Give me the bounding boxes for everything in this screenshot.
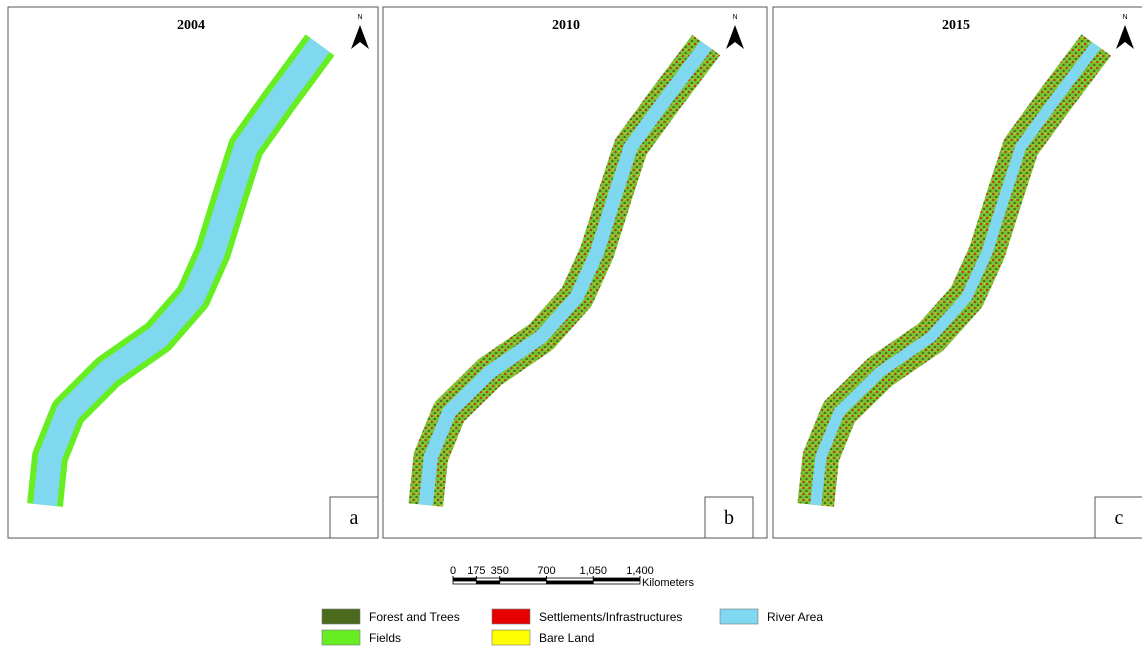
scale-tick-label: 175 <box>467 565 485 577</box>
scale-segment <box>476 581 499 584</box>
panel-year: 2015 <box>942 18 970 33</box>
north-label: N <box>732 14 737 21</box>
map-panel: 2004 Na <box>8 7 378 538</box>
scale-tick-label: 1,050 <box>579 565 607 577</box>
panel-label: c <box>1115 507 1124 529</box>
legend-swatch <box>720 609 758 624</box>
scale-segment <box>500 578 547 581</box>
legend-swatch <box>322 630 360 645</box>
scale-segment <box>593 581 640 584</box>
scale-segment <box>500 581 547 584</box>
panel-year: 2010 <box>552 18 580 33</box>
scale-tick-label: 0 <box>450 565 456 577</box>
scale-segment <box>476 578 499 581</box>
figure: 2004 Na 2010 Nb 2015 Nc 0 175 350 700 1,050 1,400Ki… <box>0 0 1142 651</box>
legend-label: Settlements/Infrastructures <box>539 610 682 624</box>
scale-segment <box>547 581 594 584</box>
scale-unit: Kilometers <box>642 577 694 589</box>
scale-segment <box>547 578 594 581</box>
legend-label: Fields <box>369 631 401 645</box>
scale-segment <box>593 578 640 581</box>
scale-segment <box>453 578 476 581</box>
scale-tick-label: 350 <box>491 565 509 577</box>
panel-label: a <box>350 507 359 529</box>
north-label: N <box>357 14 362 21</box>
map-panel: 2015 Nc <box>773 7 1142 538</box>
legend-label: Forest and Trees <box>369 610 460 624</box>
map-panel: 2010 Nb <box>383 7 767 538</box>
legend-label: Bare Land <box>539 631 594 645</box>
north-label: N <box>1122 14 1127 21</box>
page: 2004 Na 2010 Nb 2015 Nc 0 175 350 700 1,050 1,400Ki… <box>0 0 1142 651</box>
legend-label: River Area <box>767 610 823 624</box>
panel-label: b <box>724 507 734 529</box>
scale-tick-label: 700 <box>537 565 555 577</box>
legend-swatch <box>492 609 530 624</box>
panel-year: 2004 <box>177 18 205 33</box>
legend-swatch <box>322 609 360 624</box>
scale-tick-label: 1,400 <box>626 565 654 577</box>
scale-segment <box>453 581 476 584</box>
legend-swatch <box>492 630 530 645</box>
